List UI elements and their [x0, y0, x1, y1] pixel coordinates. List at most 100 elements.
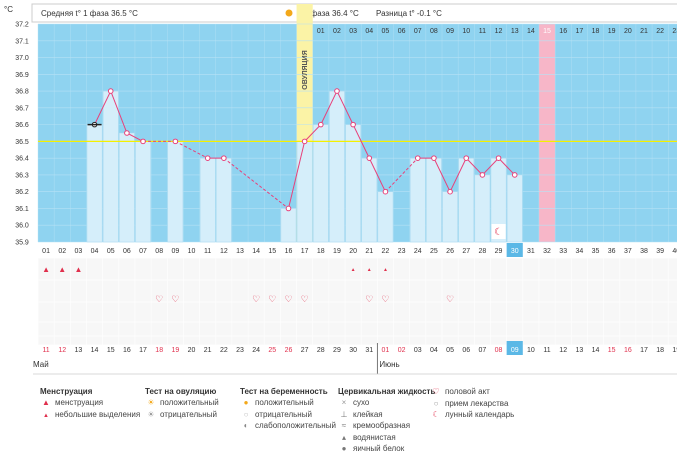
- marker-cell: [506, 258, 523, 280]
- date-label: 19: [171, 347, 179, 354]
- marker-cell: [38, 258, 54, 280]
- phase2-day-number: 10: [462, 28, 470, 35]
- cycle-day-label: 25: [430, 248, 438, 255]
- ovulation-label: ОВУЛЯЦИЯ: [302, 50, 309, 89]
- temperature-bar: [296, 141, 313, 243]
- marker-cell: [38, 336, 54, 345]
- temperature-segment: [94, 90, 112, 125]
- date-label: 23: [236, 347, 244, 354]
- marker-cell: [70, 322, 87, 336]
- marker-cell: [86, 302, 103, 322]
- marker-cell: [216, 302, 232, 322]
- phase2-day-number: 11: [479, 28, 486, 35]
- marker-cell: [248, 322, 264, 336]
- marker-cell: [119, 322, 135, 336]
- marker-cell: [506, 280, 523, 302]
- cycle-day-label: 10: [188, 248, 196, 255]
- legend-label: положительный: [160, 398, 219, 407]
- marker-cell: [313, 258, 329, 280]
- marker-cell: [296, 302, 313, 322]
- legend-label: положительный: [255, 398, 314, 407]
- intercourse-icon: ♡: [301, 294, 309, 304]
- date-label: 13: [75, 347, 83, 354]
- temperature-bar: [199, 157, 216, 243]
- temperature-segment: [498, 157, 516, 176]
- marker-cell: [636, 302, 652, 322]
- cycle-day-label: 24: [414, 248, 422, 255]
- temperature-segment: [336, 90, 354, 125]
- y-tick-label: 36.9: [15, 72, 29, 79]
- cycle-day-label: 15: [268, 248, 276, 255]
- marker-cell: [393, 280, 410, 302]
- legend-other: ♡ половой акт ○ прием лекарства ☾ лунный ка…: [430, 386, 514, 421]
- phase1-average: Средняя t° 1 фаза 36.5 °C: [41, 9, 138, 18]
- marker-cell: [86, 280, 103, 302]
- marker-cell: [313, 322, 329, 336]
- temperature-bar: [361, 157, 378, 243]
- y-tick-label: 36.7: [15, 105, 29, 112]
- marker-cell: [652, 336, 668, 345]
- spotting-icon: ▲: [367, 267, 372, 273]
- cycle-day-label: 04: [91, 248, 99, 255]
- temperature-segment: [482, 157, 499, 176]
- marker-cell: [587, 302, 604, 322]
- temperature-bar: [135, 141, 151, 243]
- marker-cell: [361, 302, 378, 322]
- temperature-point: [463, 155, 470, 161]
- marker-cell: [361, 258, 378, 280]
- marker-cell: [458, 336, 475, 345]
- temperature-segment: [110, 90, 128, 134]
- marker-cell: [54, 302, 71, 322]
- marker-cell: [474, 258, 491, 280]
- cycle-day-label: 30: [511, 248, 519, 255]
- date-label: 29: [333, 347, 341, 354]
- phase2-day-number: 04: [365, 28, 373, 35]
- marker-cell: [329, 322, 345, 336]
- marker-cell: [119, 302, 135, 322]
- legend-cervical: Цервикальная жидкость × сухо ⊥ клейкая ≈ кр…: [338, 386, 435, 455]
- marker-cell: [54, 258, 71, 280]
- marker-cell: [296, 258, 313, 280]
- cycle-day-label: 09: [171, 248, 179, 255]
- marker-cell: [490, 258, 507, 280]
- temperature-segment: [304, 124, 322, 142]
- cycle-day-label: 11: [204, 248, 211, 255]
- marker-cell: [490, 336, 507, 345]
- cycle-day-label: 08: [155, 248, 163, 255]
- legend-title: Цервикальная жидкость: [338, 387, 436, 396]
- legend-label: яичный белок: [353, 444, 405, 453]
- marker-cell: [119, 280, 135, 302]
- marker-cell: [70, 258, 87, 280]
- legend-label: клейкая: [353, 409, 383, 419]
- marker-cell: [377, 336, 394, 345]
- cycle-day-label: 17: [301, 248, 309, 255]
- spotting-icon: ▲: [351, 267, 356, 273]
- marker-cell: [506, 336, 523, 345]
- temperature-bar: [458, 157, 475, 243]
- temperature-point: [204, 155, 211, 161]
- temperature-bar: [377, 191, 394, 243]
- marker-cell: [603, 322, 620, 336]
- marker-cell: [474, 322, 491, 336]
- marker-cell: [102, 258, 119, 280]
- intercourse-icon: ♡: [446, 294, 454, 304]
- phase2-day-number: 03: [349, 28, 357, 35]
- date-label: 30: [349, 347, 357, 354]
- intercourse-icon: ♡: [252, 294, 260, 304]
- temperature-point: [350, 121, 356, 128]
- date-label: 05: [446, 347, 454, 354]
- marker-cell: [135, 280, 151, 302]
- marker-cell: [426, 258, 442, 280]
- date-label: 15: [608, 347, 616, 354]
- temperature-bar: [345, 124, 361, 243]
- marker-cell: [523, 258, 539, 280]
- date-label: 06: [462, 347, 470, 354]
- marker-cell: [426, 322, 442, 336]
- temperature-bar: [167, 141, 184, 243]
- marker-cell: [587, 258, 604, 280]
- cycle-day-label: 38: [640, 248, 648, 255]
- marker-cell: [86, 258, 103, 280]
- marker-cell: [393, 336, 410, 345]
- marker-cell: [474, 336, 491, 345]
- date-label: 20: [188, 347, 196, 354]
